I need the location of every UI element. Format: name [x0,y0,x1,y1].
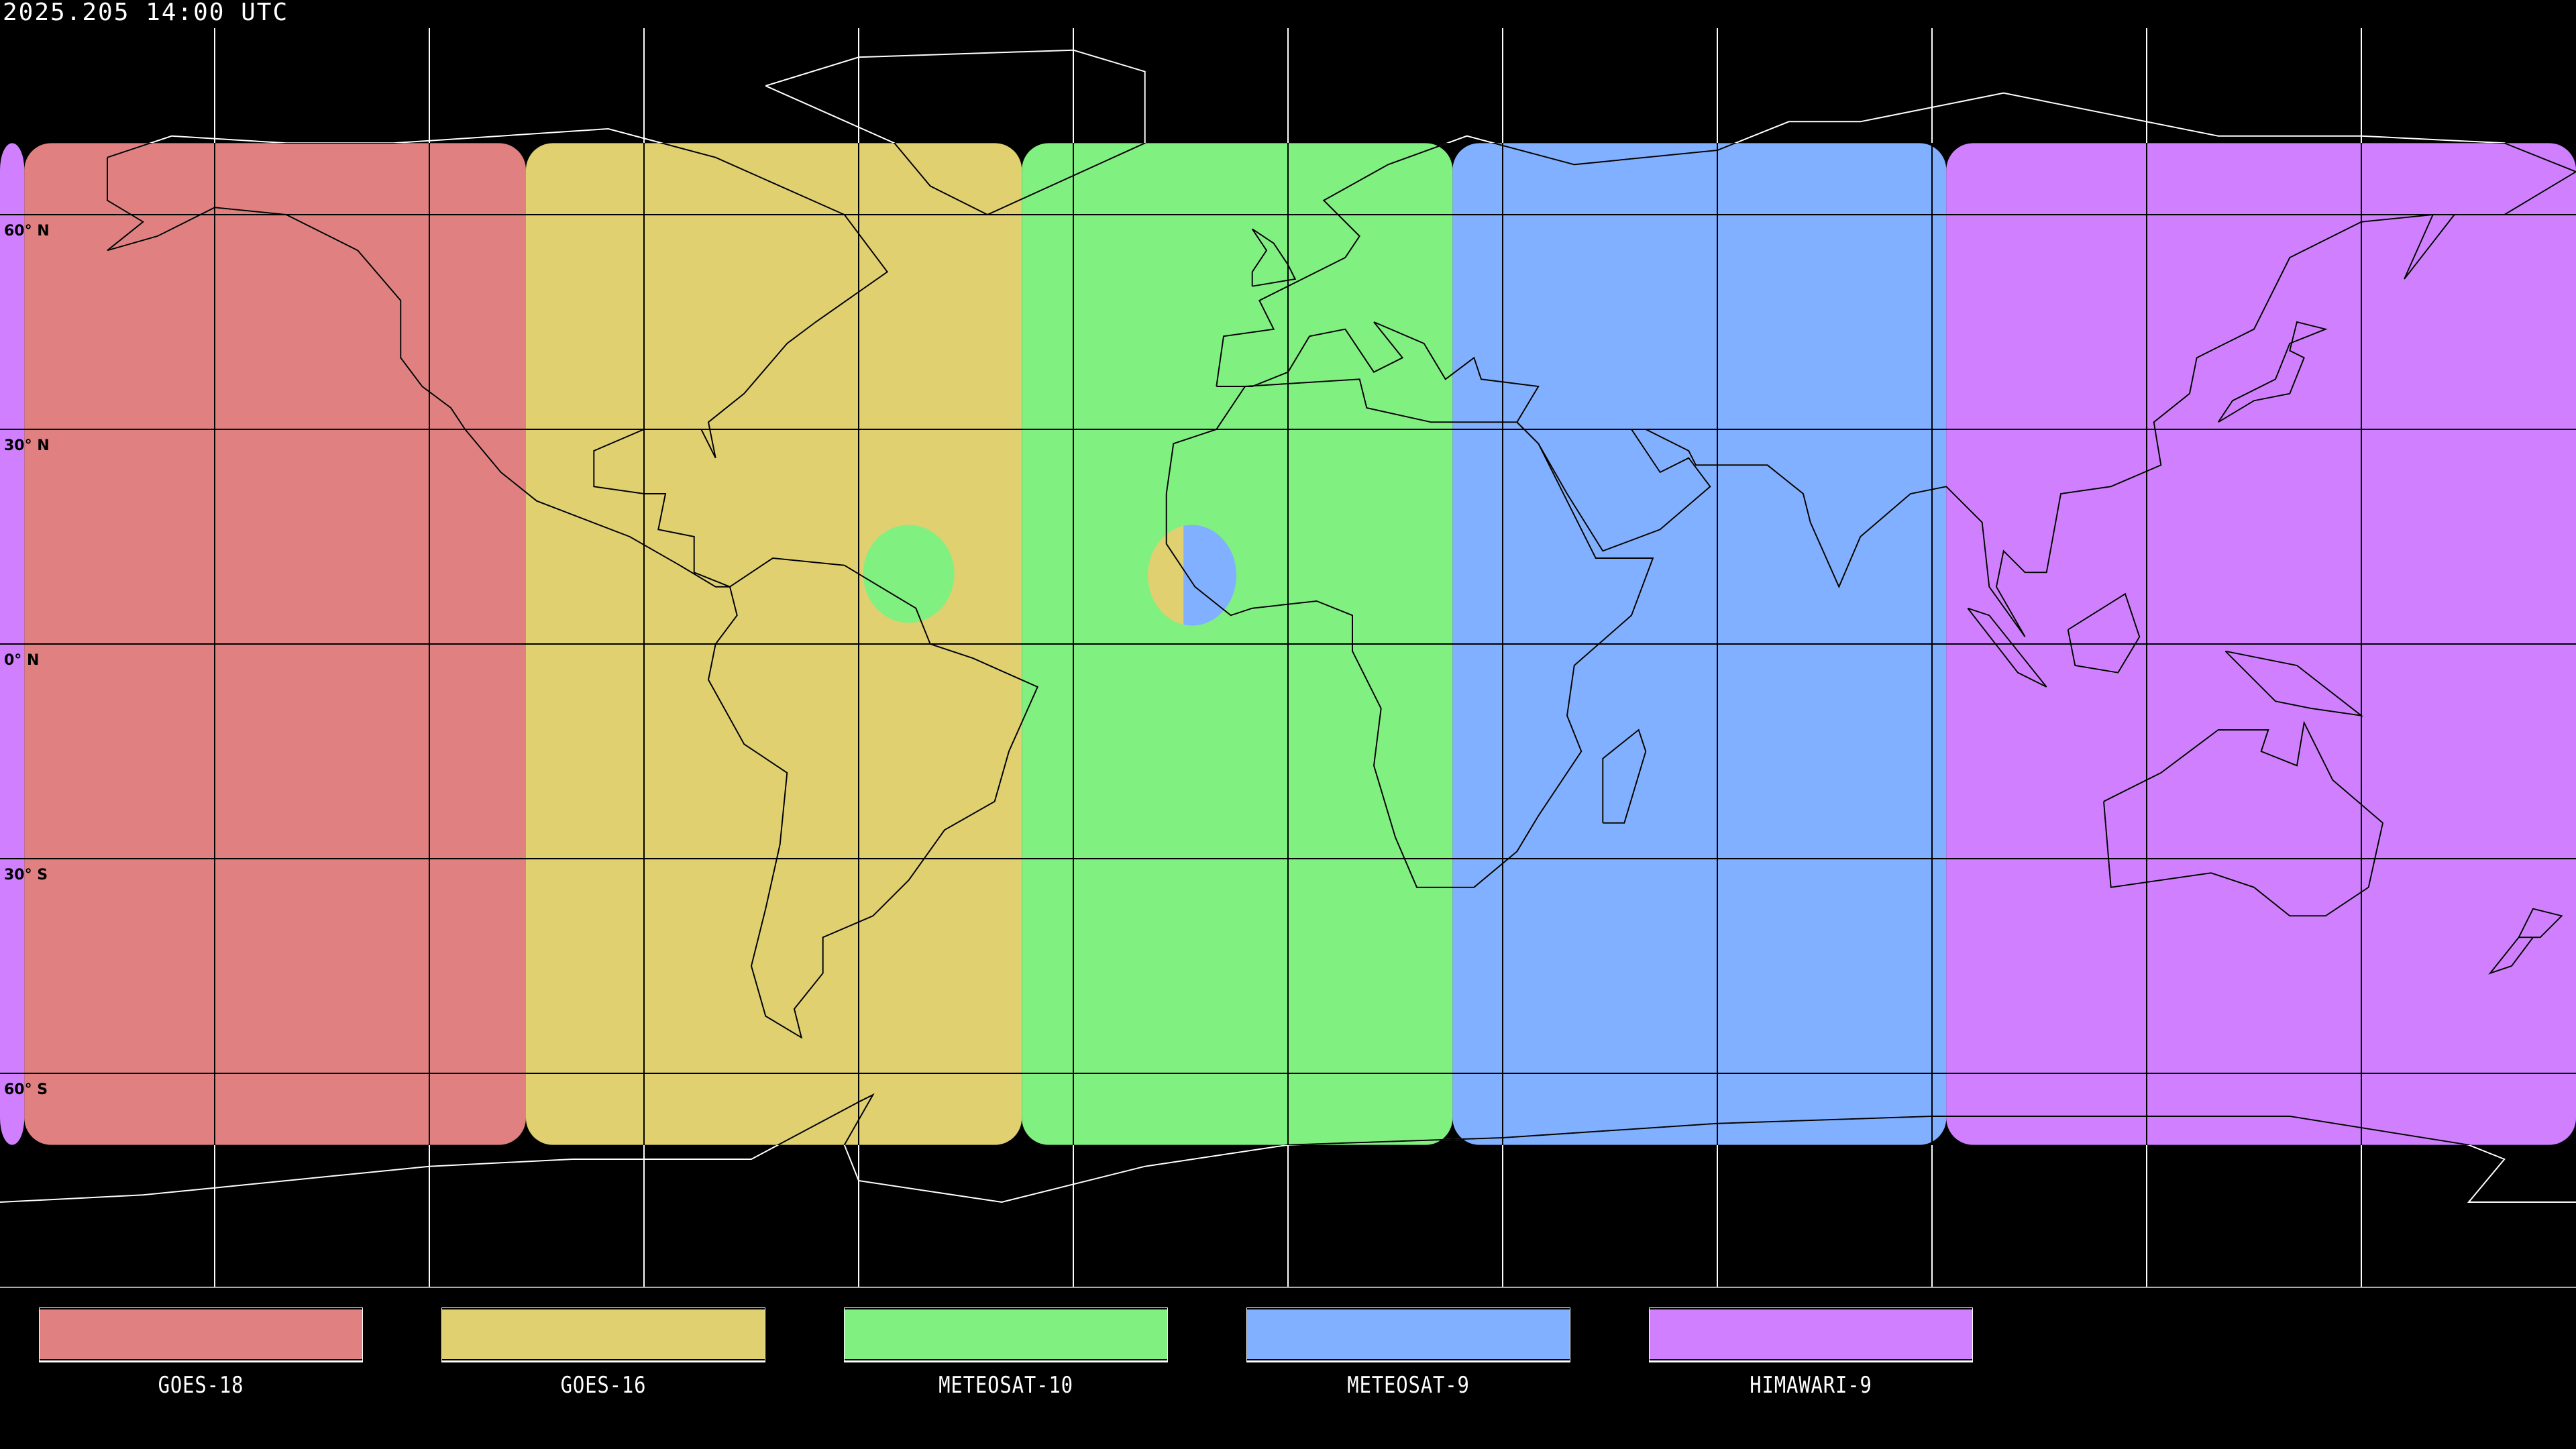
legend-swatch [1649,1307,1973,1362]
coastline-new-zealand [2488,908,2563,975]
map-border [0,1287,2576,1288]
legend-label: METEOSAT-10 [938,1372,1073,1399]
coastlines [107,143,2576,1145]
legend-label: HIMAWARI-9 [1750,1372,1872,1399]
coastline-antarctica [776,1093,2471,1145]
coastline-great-britain [1251,228,1297,287]
lat-label-0n: 0° N [4,652,40,669]
coverage-map [0,28,2576,1287]
legend-label: GOES-18 [158,1372,244,1399]
coastline-australia [2103,720,2384,917]
lat-label-30s: 30° S [4,867,48,883]
legend-item-goes-16: GOES-16 [441,1307,765,1399]
graticule [0,28,2576,1287]
coastline-new-guinea [2224,650,2364,717]
coastline-greenland [892,143,1146,216]
lat-label-60n: 60° N [4,223,50,239]
lat-label-30n: 30° N [4,437,50,454]
legend-item-himawari-9: HIMAWARI-9 [1649,1307,1973,1399]
legend-item-meteosat-10: METEOSAT-10 [844,1307,1168,1399]
coastline-borneo [2067,592,2141,674]
coastline-japan [2217,321,2328,423]
legend-item-goes-18: GOES-18 [39,1307,363,1399]
coastline-africa [1165,378,1654,888]
legend-label: GOES-16 [560,1372,647,1399]
timestamp-title: 2025.205 14:00 UTC [3,0,289,26]
legend-label: METEOSAT-9 [1347,1372,1470,1399]
legend-item-meteosat-9: METEOSAT-9 [1246,1307,1570,1399]
anomaly-disc-left [1148,526,1184,625]
coastline-sumatra [1967,607,2047,688]
coastline-madagascar [1602,729,1647,824]
coverage-anomalies [863,525,1237,626]
legend-swatch [1246,1307,1570,1362]
legend-swatch [39,1307,363,1362]
coastline-north-america [107,143,889,588]
coastline-eurasia [1216,143,2576,637]
anomaly-disc [863,525,955,623]
anomaly-disc-right [1183,525,1237,626]
legend-swatch [441,1307,765,1362]
legend-swatch [844,1307,1168,1362]
lat-label-60s: 60° S [4,1081,48,1098]
coastline-south-america [707,557,1039,1039]
